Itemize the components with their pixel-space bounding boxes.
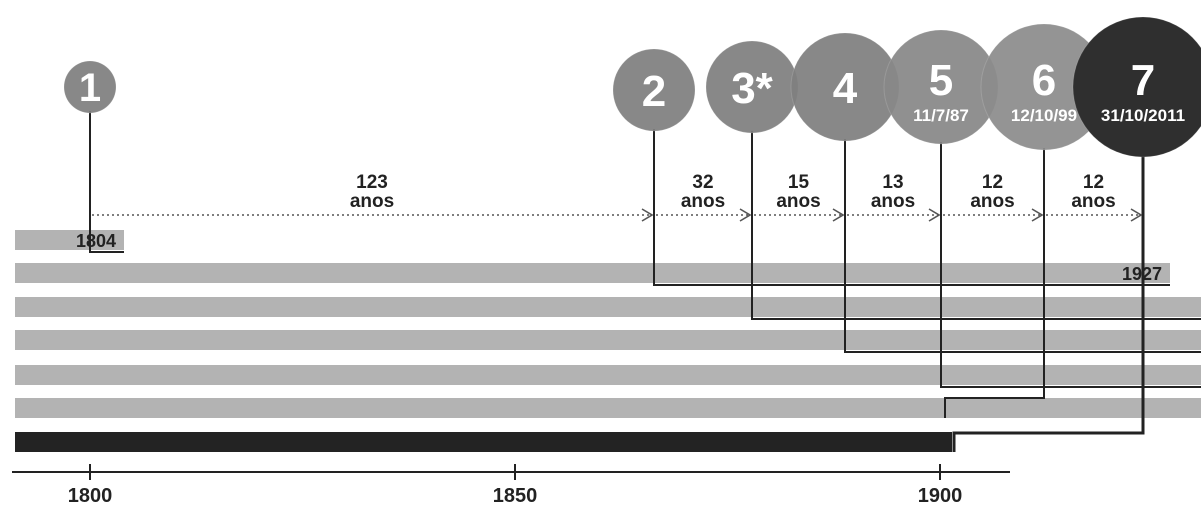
- time-axis: 18001850190019502000: [12, 464, 1010, 505]
- population-bar-2: [15, 263, 1170, 283]
- interval-value: 13: [882, 172, 903, 193]
- event-number: 1: [79, 66, 101, 110]
- bar-year-label: 1804: [76, 231, 116, 251]
- population-bar-7: [15, 432, 952, 452]
- event-date: 11/7/87: [913, 106, 969, 125]
- event-number: 4: [833, 64, 858, 113]
- population-bar-5: [15, 365, 1201, 385]
- population-bar-4: [15, 330, 1201, 350]
- event-number: 7: [1131, 56, 1155, 105]
- interval-unit: anos: [681, 191, 725, 212]
- connector-line: [944, 148, 1045, 418]
- connector-line: [653, 129, 1170, 286]
- event-circle-7: [1072, 16, 1201, 158]
- interval-value: 123: [356, 172, 388, 193]
- connector-line: [89, 111, 124, 253]
- population-bar-3: [15, 297, 1201, 317]
- circles-layer: 1 2 3* 4 511/7/87 612/10/99 731/10/2011: [63, 16, 1201, 158]
- event-date: 12/10/99: [1011, 106, 1077, 125]
- axis-tick-label: 1800: [68, 485, 113, 505]
- interval-unit: anos: [871, 191, 915, 212]
- population-bar-6: [15, 398, 1201, 418]
- interval-value: 12: [982, 172, 1003, 193]
- interval-unit: anos: [1071, 191, 1115, 212]
- event-number: 5: [929, 56, 953, 105]
- event-circle-2: [612, 48, 696, 132]
- connector-line: [844, 139, 1201, 353]
- event-number: 2: [642, 67, 666, 116]
- population-bar-1: [15, 230, 124, 250]
- interval-unit: anos: [350, 191, 394, 212]
- interval-value: 15: [788, 172, 810, 193]
- axis-tick-label: 1900: [918, 485, 963, 505]
- bars-layer: 180419271959197419871999: [15, 230, 1201, 452]
- interval-unit: anos: [776, 191, 820, 212]
- axis-tick-label: 1850: [493, 485, 538, 505]
- connectors-layer: [89, 111, 1201, 452]
- connector-line: [952, 155, 1145, 452]
- interval-unit: anos: [970, 191, 1014, 212]
- connector-line: [751, 131, 1201, 320]
- interval-value: 12: [1083, 172, 1104, 193]
- event-circle-1: [63, 60, 117, 114]
- interval-value: 32: [692, 172, 713, 193]
- event-date: 31/10/2011: [1101, 106, 1185, 125]
- connector-line: [940, 142, 1201, 388]
- event-number: 6: [1032, 56, 1056, 105]
- event-number: 3*: [731, 64, 773, 113]
